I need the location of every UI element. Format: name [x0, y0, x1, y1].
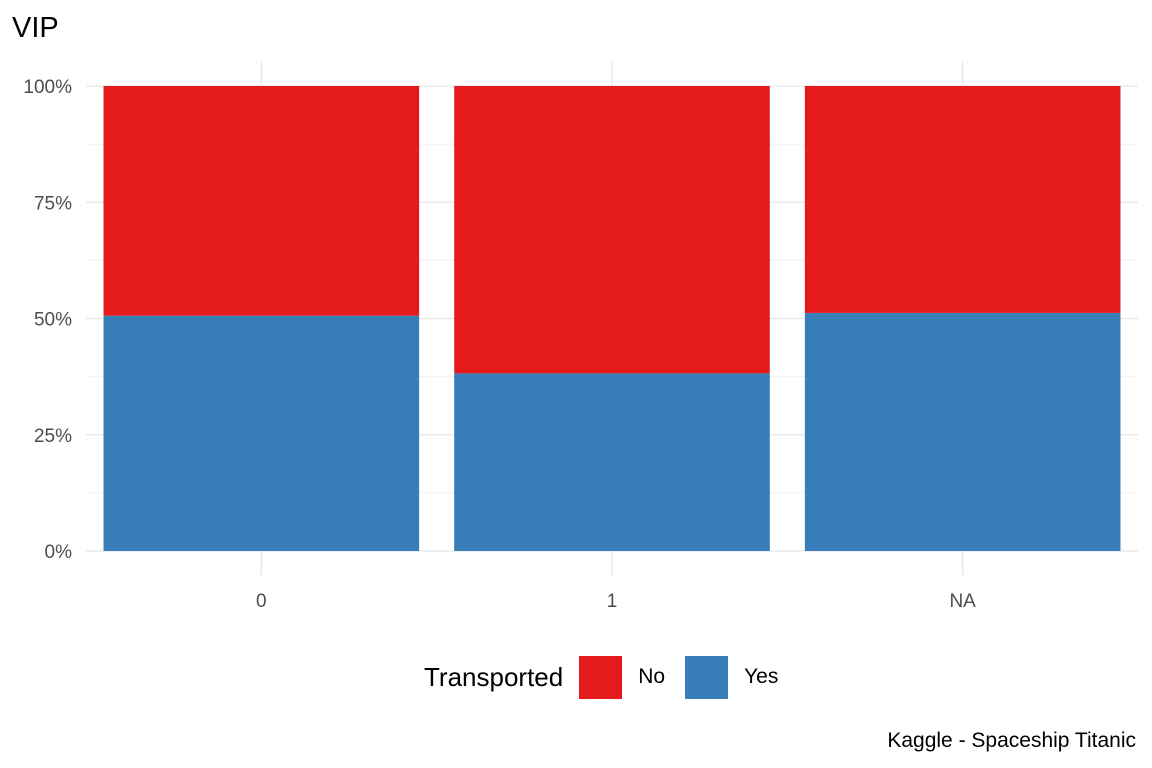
bar-no-na: [804, 86, 1121, 313]
legend-item-yes: Yes: [685, 655, 779, 699]
bar-yes-0: [103, 315, 420, 551]
bar-no-1: [454, 86, 770, 374]
chart-title: VIP: [12, 12, 59, 44]
legend-title: Transported: [424, 661, 564, 692]
legend-label-no: No: [638, 665, 666, 688]
y-tick-label: 100%: [23, 77, 72, 98]
x-tick-label: 0: [256, 591, 267, 612]
bar-no-0: [103, 86, 420, 316]
y-tick-label: 0%: [45, 542, 73, 563]
axis-labels: 0% 25% 50% 75% 100% 0 1 NA: [23, 77, 976, 612]
bar-yes-na: [804, 312, 1121, 551]
y-tick-label: 75%: [34, 193, 72, 214]
legend-key-no: [579, 655, 623, 699]
x-tick-label: NA: [949, 591, 976, 612]
y-tick-label: 50%: [34, 310, 72, 331]
caption: Kaggle - Spaceship Titanic: [887, 729, 1136, 752]
stacked-bar-chart: 0% 25% 50% 75% 100% 0 1 NA: [23, 62, 1138, 612]
bar-yes-1: [454, 373, 770, 551]
bars: [103, 86, 1121, 551]
legend-item-no: No: [579, 655, 666, 699]
legend-label-yes: Yes: [744, 665, 779, 688]
legend-key-yes: [685, 655, 729, 699]
y-tick-label: 25%: [34, 426, 72, 447]
legend: Transported No Yes: [424, 655, 798, 699]
x-tick-label: 1: [607, 591, 618, 612]
